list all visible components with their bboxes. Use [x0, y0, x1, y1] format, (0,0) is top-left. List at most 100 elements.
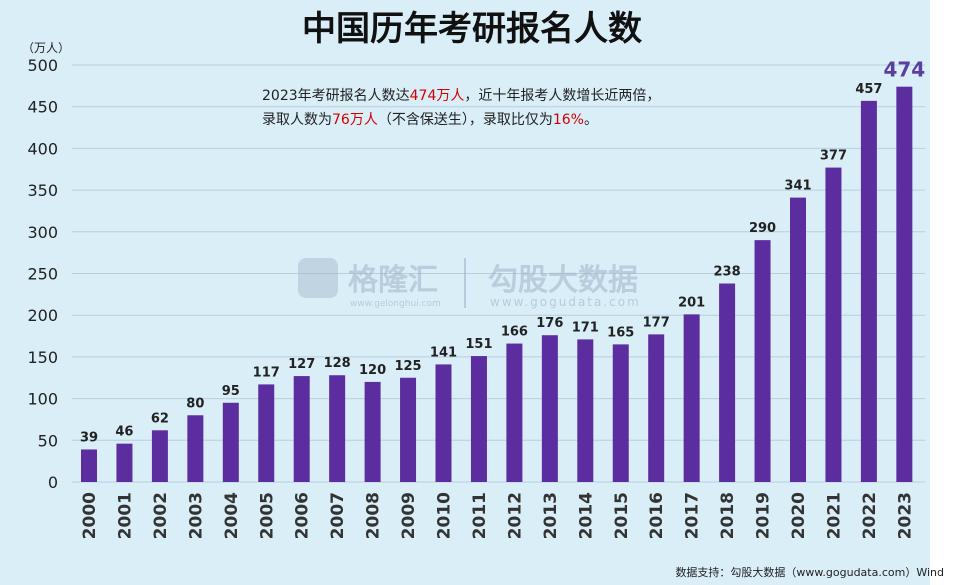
bar-value-label: 474 — [883, 58, 925, 82]
watermark-brand1-url: www.gelonghui.com — [350, 299, 441, 309]
watermark-brand2: 勾股大数据 — [488, 263, 638, 298]
watermark: 格隆汇 www.gelonghui.com 勾股大数据 www.gogudata… — [298, 258, 641, 309]
gridlines — [72, 64, 925, 483]
bar — [258, 384, 275, 482]
bar-value-label: 125 — [394, 359, 421, 374]
bar — [719, 283, 736, 482]
y-tick-label: 300 — [27, 223, 58, 242]
x-tick-label: 2002 — [151, 492, 171, 539]
bar-value-label: 62 — [151, 411, 169, 426]
bar-value-label: 166 — [501, 325, 528, 340]
bar — [860, 100, 877, 482]
x-tick-label: 2023 — [895, 492, 915, 539]
bar-value-label: 80 — [186, 396, 204, 411]
bar — [648, 334, 665, 482]
x-tick-label: 2022 — [860, 492, 880, 539]
x-tick-label: 2003 — [186, 492, 206, 539]
watermark-brand1: 格隆汇 — [348, 263, 438, 298]
bar — [612, 344, 629, 482]
bar-value-label: 377 — [820, 149, 847, 164]
bar-value-label: 171 — [572, 320, 599, 335]
x-tick-label: 2014 — [576, 492, 596, 539]
bar — [151, 430, 168, 482]
watermark-brand2-url: www.gogudata.com — [490, 295, 641, 309]
bar-value-label: 95 — [222, 384, 240, 399]
bar — [81, 449, 97, 482]
y-tick-label: 100 — [27, 390, 58, 409]
x-tick-label: 2001 — [115, 492, 135, 539]
x-tick-label: 2005 — [257, 492, 277, 539]
bar — [222, 402, 239, 482]
x-tick-label: 2019 — [754, 492, 774, 539]
x-tick-label: 2021 — [824, 492, 844, 539]
bar-value-label: 341 — [784, 179, 811, 194]
annotation: 2023年考研报名人数达474万人，近十年报考人数增长近两倍， 录取人数为76万… — [262, 88, 660, 128]
x-tick-label: 2017 — [683, 492, 703, 539]
bar — [825, 167, 842, 482]
bars — [81, 86, 913, 483]
x-tick-label: 2008 — [364, 492, 384, 539]
y-tick-label: 450 — [27, 98, 58, 117]
y-tick-label: 500 — [27, 56, 58, 75]
bar-value-label: 46 — [115, 425, 133, 440]
x-axis: 2000 2001 2002 2003 2004 2005 2006 2007 2008 2009… — [80, 492, 915, 539]
bar — [683, 314, 700, 482]
bar — [541, 335, 558, 482]
bar-value-label: 290 — [749, 221, 776, 236]
y-tick-label: 250 — [27, 265, 58, 284]
source-note: 数据支持：勾股大数据（www.gogudata.com）Wind — [675, 565, 944, 579]
annotation-line1: 2023年考研报名人数达474万人，近十年报考人数增长近两倍， — [262, 88, 660, 104]
bar — [754, 240, 771, 482]
y-tick-label: 400 — [27, 139, 58, 158]
y-tick-label: 50 — [38, 431, 58, 450]
x-tick-label: 2015 — [612, 492, 632, 539]
bar-value-label: 128 — [324, 356, 351, 371]
x-tick-label: 2018 — [718, 492, 738, 539]
bar-value-label: 151 — [465, 337, 492, 352]
y-tick-label: 350 — [27, 181, 58, 200]
bar — [329, 375, 346, 482]
bar — [506, 343, 523, 482]
y-tick-label: 200 — [27, 306, 58, 325]
bar — [116, 443, 133, 482]
bar-value-label: 117 — [253, 365, 280, 380]
bar — [577, 339, 594, 482]
bar-value-label: 127 — [288, 357, 315, 372]
bar — [293, 376, 310, 482]
bar — [790, 197, 806, 482]
bar-value-label: 201 — [678, 295, 705, 310]
chart-title: 中国历年考研报名人数 — [302, 9, 642, 49]
bar-value-label: 141 — [430, 345, 457, 360]
x-tick-label: 2011 — [470, 492, 490, 539]
x-tick-label: 2000 — [80, 492, 100, 539]
x-tick-label: 2010 — [435, 492, 455, 539]
bar-value-label: 176 — [536, 316, 563, 331]
x-tick-label: 2006 — [293, 492, 313, 539]
value-labels: 39 46 62 80 95 117 127 128 120 125 141 151 166 176 171… — [80, 58, 925, 446]
x-tick-label: 2012 — [505, 492, 525, 539]
bar-value-label: 177 — [643, 315, 670, 330]
bar-value-label: 120 — [359, 363, 386, 378]
y-axis: 0 50 100 150 200 250 300 350 400 450 500 — [27, 56, 58, 492]
x-tick-label: 2020 — [789, 492, 809, 539]
watermark-logo-icon — [298, 258, 338, 298]
x-tick-label: 2007 — [328, 492, 348, 539]
x-tick-label: 2009 — [399, 492, 419, 539]
bar-value-label: 238 — [714, 265, 741, 280]
bar-value-label: 457 — [855, 82, 882, 97]
x-tick-label: 2004 — [222, 492, 242, 539]
y-tick-label: 0 — [48, 473, 58, 492]
right-margin — [930, 0, 956, 585]
bar-value-label: 165 — [607, 325, 634, 340]
y-tick-label: 150 — [27, 348, 58, 367]
bar — [400, 377, 417, 482]
bar — [364, 381, 381, 482]
x-tick-label: 2013 — [541, 492, 561, 539]
annotation-line2: 录取人数为76万人（不含保送生），录取比仅为16%。 — [262, 112, 598, 128]
bar — [896, 86, 913, 483]
bar-value-label: 39 — [80, 430, 98, 445]
bar — [187, 415, 204, 482]
bar — [435, 364, 452, 482]
